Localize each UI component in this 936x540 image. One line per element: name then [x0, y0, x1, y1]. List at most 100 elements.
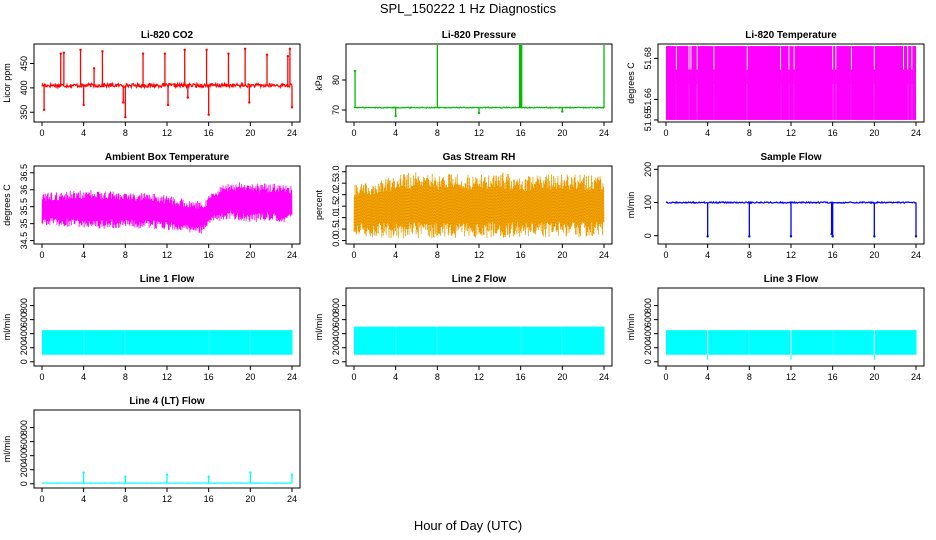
- x-tick-label: 4: [393, 250, 398, 260]
- data-point: [906, 69, 909, 72]
- y-tick-label: 0: [19, 481, 29, 486]
- x-tick-label: 24: [287, 494, 297, 504]
- panel-title: Li-820 CO2: [141, 30, 194, 41]
- x-tick-label: 8: [747, 250, 752, 260]
- data-point: [787, 69, 791, 72]
- data-point: [706, 235, 709, 238]
- y-axis-label: ml/min: [626, 314, 636, 341]
- y-axis-label: Licor ppm: [2, 63, 12, 103]
- x-tick-label: 20: [557, 128, 567, 138]
- x-tick-label: 0: [39, 372, 44, 382]
- series-group: [666, 330, 917, 360]
- y-axis-label: degrees C: [2, 184, 12, 226]
- y-axis-label: ml/min: [2, 436, 12, 463]
- data-point: [520, 45, 522, 46]
- x-tick-label: 12: [786, 250, 796, 260]
- series-group: [666, 46, 916, 120]
- y-tick-label: 0: [643, 233, 653, 238]
- x-tick-label: 20: [245, 494, 255, 504]
- data-point: [394, 114, 397, 118]
- panel-line2: Line 2 Flow ml/min 0 4 8 12 16 20 24 0 20040060080…: [314, 274, 613, 382]
- panel-line3: Line 3 Flow ml/min 0 4 8 12 16 20 24 0 20040060080…: [626, 274, 925, 382]
- x-tick-label: 20: [869, 128, 879, 138]
- x-tick-label: 16: [204, 372, 214, 382]
- data-point: [141, 52, 145, 55]
- y-axis-label: ml/min: [2, 314, 12, 341]
- y-tick-label: 0: [331, 359, 341, 364]
- y-tick-label: 200: [19, 340, 29, 355]
- data-point: [124, 475, 127, 478]
- y-tick-label: 70: [331, 105, 341, 115]
- x-tick-label: 12: [162, 372, 172, 382]
- x-tick-label: 24: [599, 128, 609, 138]
- x-tick-label: 4: [81, 494, 86, 504]
- figure-title: SPL_150222 1 Hz Diagnostics: [379, 1, 557, 16]
- x-tick-label: 16: [828, 372, 838, 382]
- series-group: [353, 172, 605, 239]
- data-point: [248, 101, 251, 104]
- data-point: [163, 52, 167, 55]
- data-point: [288, 47, 292, 51]
- x-tick-label: 20: [869, 372, 879, 382]
- data-point: [561, 110, 564, 113]
- data-point: [521, 45, 523, 46]
- y-tick-label: 600: [19, 434, 29, 449]
- data-point: [186, 96, 190, 99]
- y-tick-label: 800: [19, 420, 29, 435]
- y-tick-label: 80: [331, 75, 341, 85]
- x-tick-label: 24: [287, 372, 297, 382]
- y-tick-label: 600: [331, 312, 341, 327]
- y-tick-label: 400: [19, 448, 29, 463]
- data-point: [82, 471, 85, 474]
- x-tick-label: 0: [663, 128, 668, 138]
- x-tick-label: 0: [351, 128, 356, 138]
- panel-title: Li-820 Pressure: [442, 30, 517, 41]
- y-axis-label: percent: [314, 189, 324, 220]
- y-tick-label: 600: [643, 312, 653, 327]
- data-point: [92, 67, 96, 70]
- x-tick-label: 24: [599, 250, 609, 260]
- data-point: [687, 69, 691, 72]
- y-tick-label: 0.5: [331, 223, 341, 236]
- y-tick-label: 600: [19, 312, 29, 327]
- panel-title: Line 4 (LT) Flow: [129, 396, 205, 407]
- y-tick-label: 36: [19, 185, 29, 195]
- y-tick-label: 400: [19, 80, 29, 95]
- x-tick-label: 0: [663, 372, 668, 382]
- y-tick-label: 400: [331, 326, 341, 341]
- x-tick-label: 12: [786, 372, 796, 382]
- x-tick-label: 4: [393, 372, 398, 382]
- x-tick-label: 24: [287, 250, 297, 260]
- data-point: [207, 113, 210, 116]
- y-tick-label: 450: [19, 56, 29, 71]
- x-tick-label: 8: [123, 250, 128, 260]
- x-tick-label: 4: [705, 372, 710, 382]
- x-tick-label: 0: [39, 128, 44, 138]
- figure-x-axis-label: Hour of Day (UTC): [413, 518, 523, 533]
- y-tick-label: 35.5: [19, 198, 29, 216]
- x-tick-label: 0: [351, 250, 356, 260]
- y-tick-label: 800: [19, 298, 29, 313]
- data-point: [696, 69, 699, 72]
- panel-title: Ambient Box Temperature: [105, 152, 230, 163]
- data-point: [748, 235, 751, 238]
- data-point: [779, 69, 782, 72]
- data-point: [746, 69, 749, 72]
- y-axis-label: ml/min: [626, 192, 636, 219]
- y-tick-label: 400: [643, 326, 653, 341]
- x-tick-label: 24: [911, 372, 921, 382]
- data-point: [124, 115, 127, 119]
- series-group: [665, 200, 918, 238]
- x-tick-label: 8: [747, 372, 752, 382]
- data-point: [914, 235, 918, 238]
- data-point: [789, 235, 793, 238]
- y-tick-label: 800: [331, 298, 341, 313]
- x-tick-label: 16: [828, 128, 838, 138]
- y-axis-label: ml/min: [314, 314, 324, 341]
- series-group: [42, 330, 293, 355]
- data-point: [165, 473, 169, 476]
- panel-pressure: Li-820 Pressure kPa 0 4 8 12 16 20 24 70 80: [314, 30, 613, 138]
- panel-title: Line 1 Flow: [140, 274, 195, 285]
- y-tick-label: 200: [643, 162, 653, 177]
